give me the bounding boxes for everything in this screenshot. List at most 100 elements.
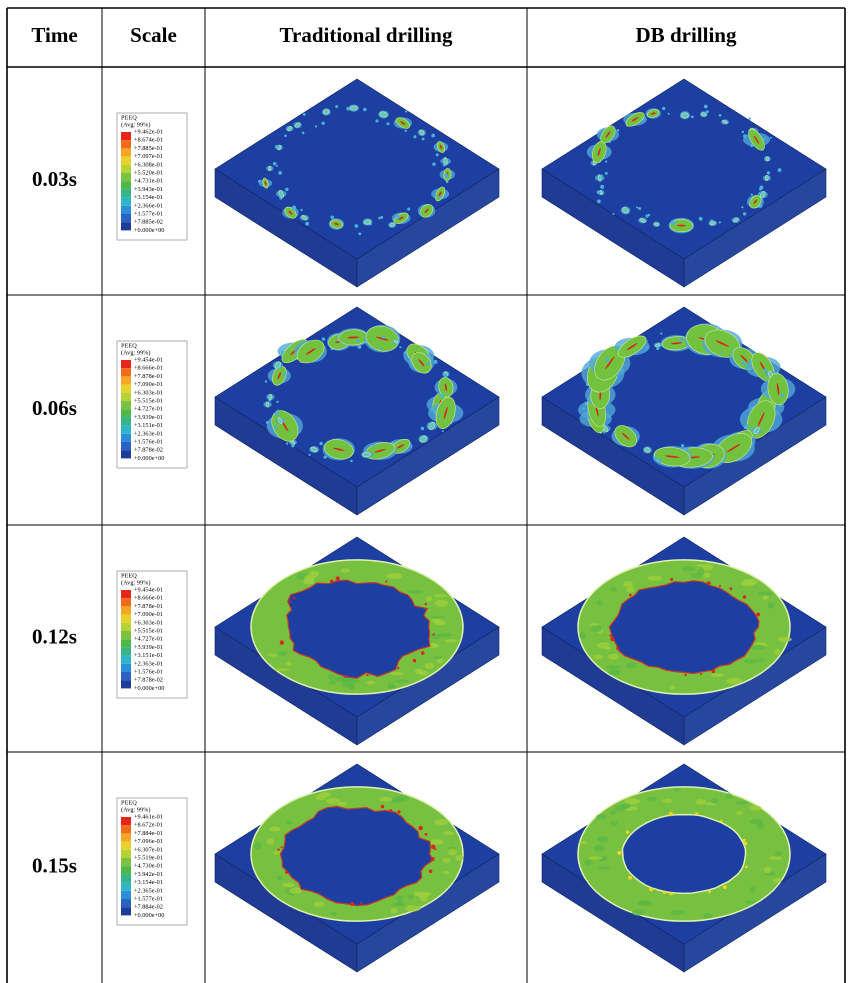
strain-texture xyxy=(749,886,755,893)
strain-speck xyxy=(605,172,608,175)
strain-peak xyxy=(285,871,288,874)
strain-speck xyxy=(600,174,603,177)
strain-texture xyxy=(696,564,705,567)
legend-swatch xyxy=(121,206,131,214)
strain-speck xyxy=(431,134,435,138)
strain-speck xyxy=(300,209,302,211)
strain-peak xyxy=(609,634,611,636)
strain-speck xyxy=(350,460,352,462)
strain-speck xyxy=(643,119,645,121)
legend-swatch xyxy=(121,368,131,376)
strain-zone xyxy=(364,219,371,224)
strain-texture xyxy=(269,826,280,831)
strain-texture xyxy=(433,656,442,660)
strain-texture xyxy=(726,793,733,799)
legend-swatch xyxy=(121,833,131,841)
strain-speck xyxy=(443,373,447,377)
strain-texture xyxy=(289,888,302,894)
strain-texture xyxy=(743,579,758,585)
strain-texture xyxy=(620,803,631,809)
strain-texture xyxy=(430,616,445,619)
column-header: Time xyxy=(31,23,77,47)
strain-texture xyxy=(341,568,350,572)
strain-texture xyxy=(443,858,451,863)
legend-swatch xyxy=(121,817,131,825)
strain-peak xyxy=(649,887,653,891)
strain-texture xyxy=(455,855,464,861)
strain-speck xyxy=(605,160,607,162)
strain-speck xyxy=(405,110,407,112)
strain-speck xyxy=(662,107,665,110)
strain-speck xyxy=(283,373,286,376)
strain-texture xyxy=(579,841,587,844)
strain-speck xyxy=(276,165,278,167)
legend-subtitle: (Avg: 99%) xyxy=(121,806,150,813)
strain-peak xyxy=(418,826,422,830)
legend-label: +9.461e-01 xyxy=(134,813,163,820)
strain-texture xyxy=(735,801,748,805)
strain-peak xyxy=(293,597,295,599)
strain-peak xyxy=(389,809,392,812)
legend-label: +0.000e+00 xyxy=(134,227,164,234)
strain-peak xyxy=(413,659,417,663)
legend-swatch xyxy=(121,874,131,882)
legend-swatch xyxy=(121,606,131,614)
legend-label: +6.307e-01 xyxy=(134,846,163,853)
strain-texture xyxy=(632,909,646,915)
strain-speck xyxy=(438,392,440,394)
strain-speck xyxy=(419,213,421,215)
strain-speck xyxy=(399,346,401,348)
strain-speck xyxy=(358,232,361,235)
legend-swatch xyxy=(121,173,131,181)
strain-speck xyxy=(646,340,648,342)
strain-zone xyxy=(269,394,272,399)
strain-texture xyxy=(745,900,755,904)
strain-texture xyxy=(611,587,618,592)
strain-texture xyxy=(445,639,457,642)
legend-label: +7.090e-01 xyxy=(134,381,163,388)
strain-speck xyxy=(435,148,437,150)
strain-speck xyxy=(750,144,753,147)
strain-speck xyxy=(443,164,446,167)
strain-speck xyxy=(407,207,410,210)
legend-swatch xyxy=(121,883,131,891)
strain-texture xyxy=(388,683,395,689)
strain-texture xyxy=(647,575,661,580)
legend-label: +0.000e+00 xyxy=(134,912,164,919)
strain-speck xyxy=(719,114,722,117)
strain-texture xyxy=(267,653,276,656)
strain-peak xyxy=(756,613,760,617)
strain-texture xyxy=(604,647,612,650)
strain-texture xyxy=(750,819,763,824)
strain-peak xyxy=(742,839,745,842)
strain-speck xyxy=(597,200,601,204)
strain-peak xyxy=(720,820,723,823)
strain-texture xyxy=(626,587,634,593)
strain-speck xyxy=(720,351,722,353)
figure-table: TimeScaleTraditional drillingDB drilling… xyxy=(0,0,848,983)
legend-label: +4.727e-01 xyxy=(134,406,163,413)
strain-texture xyxy=(328,674,335,679)
legend-label: +8.666e-01 xyxy=(134,595,163,602)
time-label: 0.03s xyxy=(32,167,77,191)
legend-swatch xyxy=(121,672,131,680)
strain-speck xyxy=(741,206,743,208)
strain-speck xyxy=(597,190,600,193)
strain-speck xyxy=(266,421,269,424)
strain-speck xyxy=(691,115,694,118)
legend-swatch xyxy=(121,181,131,189)
legend-swatch xyxy=(121,409,131,417)
strain-speck xyxy=(302,132,305,135)
strain-texture xyxy=(435,819,448,825)
strain-speck xyxy=(742,361,746,365)
strain-peak xyxy=(745,866,748,869)
strain-texture xyxy=(749,805,761,810)
strain-texture xyxy=(278,651,287,657)
legend-label: +2.363e-01 xyxy=(134,430,163,437)
strain-texture xyxy=(596,814,607,819)
legend-swatch xyxy=(121,866,131,874)
strain-speck xyxy=(387,122,390,125)
strain-texture xyxy=(610,821,617,826)
strain-texture xyxy=(319,792,330,797)
strain-texture xyxy=(626,662,637,668)
